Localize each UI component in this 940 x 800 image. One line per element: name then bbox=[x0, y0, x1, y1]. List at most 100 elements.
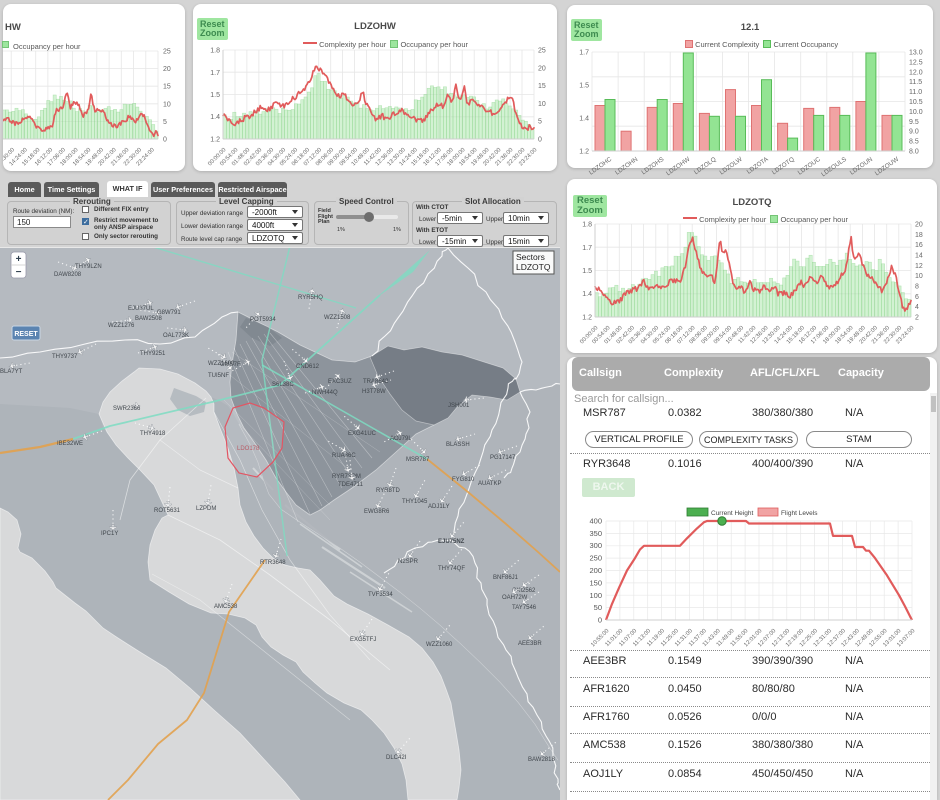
svg-text:12.5: 12.5 bbox=[909, 59, 923, 66]
svg-text:WZZ1276: WZZ1276 bbox=[108, 323, 135, 329]
svg-text:10: 10 bbox=[538, 101, 546, 108]
svg-text:AUATKP: AUATKP bbox=[478, 481, 502, 487]
svg-text:OAH72W: OAH72W bbox=[502, 595, 528, 601]
svg-text:G8W791: G8W791 bbox=[157, 310, 181, 316]
svg-text:11.0: 11.0 bbox=[909, 89, 922, 96]
svg-text:THY9737: THY9737 bbox=[52, 354, 78, 360]
svg-text:12.0: 12.0 bbox=[909, 69, 923, 76]
svg-text:LDZOUC: LDZOUC bbox=[797, 156, 823, 177]
svg-text:Sectors: Sectors bbox=[516, 252, 545, 262]
svg-text:13.0: 13.0 bbox=[909, 50, 923, 57]
svg-text:LDZOLQ: LDZOLQ bbox=[693, 156, 718, 176]
svg-text:BLASSH: BLASSH bbox=[446, 442, 470, 448]
svg-text:GMS7F: GMS7F bbox=[220, 362, 241, 368]
svg-text:NWH44Q: NWH44Q bbox=[312, 390, 338, 396]
svg-text:LDZOHS: LDZOHS bbox=[640, 156, 665, 176]
svg-text:400: 400 bbox=[589, 517, 602, 526]
svg-text:THY74QF: THY74QF bbox=[438, 566, 465, 572]
svg-text:WZZ1508: WZZ1508 bbox=[324, 315, 351, 321]
svg-text:IBE32WE: IBE32WE bbox=[57, 441, 83, 447]
svg-text:CXI2562: CXI2562 bbox=[512, 588, 536, 594]
svg-text:18: 18 bbox=[915, 232, 923, 239]
svg-text:POT5934: POT5934 bbox=[250, 317, 276, 323]
svg-text:LZPDM: LZPDM bbox=[196, 506, 216, 512]
svg-text:8.5: 8.5 bbox=[909, 139, 919, 146]
svg-text:RYR5HQ: RYR5HQ bbox=[298, 295, 323, 301]
svg-text:1.7: 1.7 bbox=[582, 245, 592, 252]
svg-text:300: 300 bbox=[589, 541, 602, 550]
svg-text:ADJ1LY: ADJ1LY bbox=[428, 504, 450, 510]
svg-text:TAY7546: TAY7546 bbox=[512, 605, 537, 611]
svg-text:LDZOULS: LDZOULS bbox=[820, 156, 848, 178]
svg-text:RTR3648: RTR3648 bbox=[260, 560, 286, 566]
svg-text:−: − bbox=[16, 267, 22, 278]
svg-text:1.4: 1.4 bbox=[210, 114, 220, 121]
svg-text:AMC538: AMC538 bbox=[214, 604, 238, 610]
svg-text:LDZOUW: LDZOUW bbox=[874, 156, 900, 177]
svg-text:12: 12 bbox=[915, 263, 923, 270]
svg-text:4: 4 bbox=[915, 304, 919, 311]
svg-text:20: 20 bbox=[538, 65, 546, 72]
svg-text:16: 16 bbox=[915, 242, 923, 249]
svg-text:5: 5 bbox=[163, 119, 167, 126]
svg-text:TDE4711: TDE4711 bbox=[338, 482, 364, 488]
svg-text:MSR787: MSR787 bbox=[406, 457, 430, 463]
svg-text:1.5: 1.5 bbox=[579, 83, 589, 90]
svg-text:20: 20 bbox=[163, 66, 171, 73]
svg-text:TRA8642: TRA8642 bbox=[363, 379, 389, 385]
svg-text:LDZOHW: LDZOHW bbox=[665, 156, 691, 177]
svg-text:AEE3BR: AEE3BR bbox=[518, 641, 542, 647]
svg-text:0: 0 bbox=[598, 616, 602, 625]
svg-text:11.5: 11.5 bbox=[909, 79, 922, 86]
svg-text:20: 20 bbox=[915, 222, 923, 229]
svg-text:H3T78W: H3T78W bbox=[362, 389, 386, 395]
svg-text:2: 2 bbox=[915, 315, 919, 322]
svg-text:EXG5TFJ: EXG5TFJ bbox=[350, 637, 376, 643]
svg-text:DLC42I: DLC42I bbox=[386, 755, 407, 761]
svg-text:WZZ1060: WZZ1060 bbox=[426, 642, 453, 648]
svg-text:RYR73QM: RYR73QM bbox=[332, 474, 361, 480]
svg-text:0: 0 bbox=[163, 137, 167, 144]
svg-text:CND612: CND612 bbox=[296, 364, 320, 370]
svg-text:200: 200 bbox=[589, 566, 602, 575]
svg-text:EJU37UL: EJU37UL bbox=[128, 306, 154, 312]
svg-text:10.5: 10.5 bbox=[909, 99, 923, 106]
svg-text:25: 25 bbox=[163, 49, 171, 56]
svg-text:1.7: 1.7 bbox=[579, 50, 589, 57]
svg-text:14: 14 bbox=[915, 253, 923, 260]
svg-text:THY1045: THY1045 bbox=[402, 499, 428, 505]
svg-text:8: 8 bbox=[915, 284, 919, 291]
svg-text:LDO178: LDO178 bbox=[237, 446, 260, 452]
svg-text:Current Height: Current Height bbox=[711, 510, 753, 517]
svg-text:1.2: 1.2 bbox=[579, 149, 589, 156]
svg-text:THY9251: THY9251 bbox=[140, 351, 166, 357]
svg-text:BAW2818: BAW2818 bbox=[528, 757, 555, 763]
svg-text:THY4918: THY4918 bbox=[140, 431, 166, 437]
svg-text:LDZOHC: LDZOHC bbox=[588, 156, 614, 177]
svg-text:THY9LZN: THY9LZN bbox=[75, 264, 102, 270]
svg-text:EXC3UZ: EXC3UZ bbox=[328, 379, 352, 385]
svg-text:EJU75NZ: EJU75NZ bbox=[438, 539, 465, 545]
svg-text:BLA7YT: BLA7YT bbox=[0, 369, 23, 375]
svg-text:SWR2366: SWR2366 bbox=[113, 406, 141, 412]
svg-text:15: 15 bbox=[538, 83, 546, 90]
svg-text:100: 100 bbox=[589, 591, 602, 600]
svg-text:BAW2508: BAW2508 bbox=[135, 316, 162, 322]
svg-text:IPC1Y: IPC1Y bbox=[101, 531, 118, 537]
svg-text:RESET: RESET bbox=[14, 331, 38, 338]
svg-text:150: 150 bbox=[589, 578, 602, 587]
svg-text:9.0: 9.0 bbox=[909, 129, 919, 136]
svg-text:0: 0 bbox=[538, 137, 542, 144]
svg-text:1.8: 1.8 bbox=[210, 48, 220, 55]
svg-text:RYR8TD: RYR8TD bbox=[376, 488, 401, 494]
svg-text:350: 350 bbox=[589, 529, 602, 538]
svg-text:LDZOHN: LDZOHN bbox=[614, 156, 640, 177]
svg-text:LDZOTQ: LDZOTQ bbox=[516, 262, 551, 272]
svg-text:250: 250 bbox=[589, 554, 602, 563]
svg-text:EWG8R6: EWG8R6 bbox=[364, 509, 390, 515]
svg-text:LDZOTQ: LDZOTQ bbox=[771, 156, 796, 176]
svg-text:1.8: 1.8 bbox=[582, 222, 592, 229]
svg-text:1.2: 1.2 bbox=[582, 315, 592, 322]
svg-text:RUA36C: RUA36C bbox=[332, 453, 356, 459]
svg-text:N2SPR: N2SPR bbox=[398, 559, 419, 565]
